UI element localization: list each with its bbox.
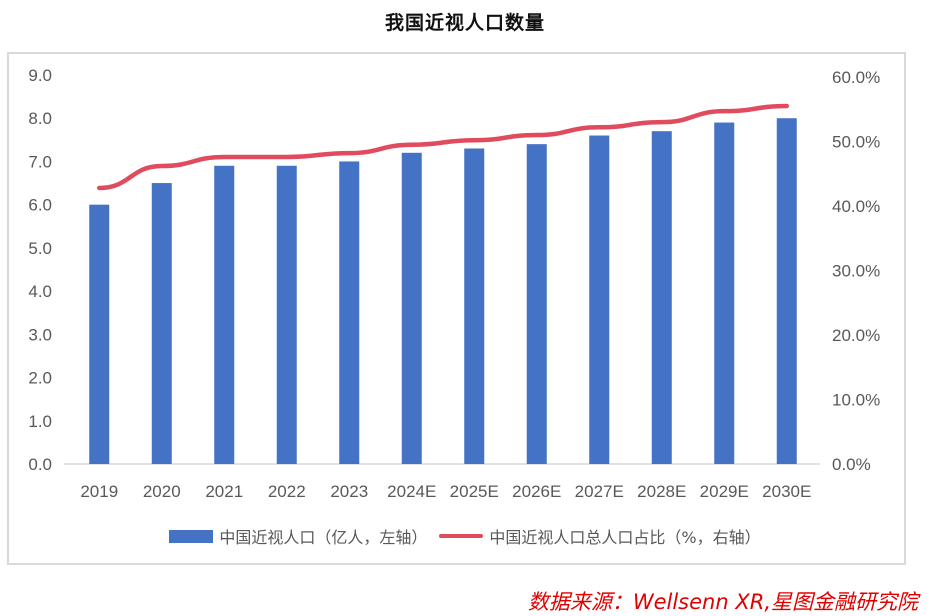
x-axis-tick-label: 2022 [268,482,306,501]
left-axis-tick-label: 4.0 [28,282,52,301]
left-axis-tick-label: 5.0 [28,239,52,258]
right-axis-tick-label: 40.0% [832,197,880,216]
bar [652,131,672,464]
x-axis-tick-label: 2029E [700,482,749,501]
legend-bar-label: 中国近视人口（亿人，左轴） [219,524,427,548]
bar [714,123,734,464]
left-axis-tick-label: 2.0 [28,369,52,388]
x-axis-tick-label: 2019 [80,482,118,501]
legend-item-line: 中国近视人口总人口占比（%，右轴） [427,524,760,548]
right-axis-tick-label: 10.0% [832,391,880,410]
left-axis-tick-label: 9.0 [28,66,52,85]
right-axis-tick-label: 50.0% [832,133,880,152]
x-axis-tick-label: 2025E [450,482,499,501]
left-axis-tick-label: 8.0 [28,109,52,128]
bar [527,144,547,464]
x-axis-tick-label: 2030E [762,482,811,501]
legend-item-bar: 中国近视人口（亿人，左轴） [169,524,427,548]
legend-line-swatch [439,534,483,538]
bar [339,161,359,464]
bar [277,166,297,464]
bar [152,183,172,464]
x-axis-tick-label: 2028E [637,482,686,501]
x-axis-tick-label: 2024E [387,482,436,501]
x-axis-tick-label: 2020 [143,482,181,501]
x-axis-tick-label: 2023 [330,482,368,501]
left-axis-tick-label: 3.0 [28,325,52,344]
x-axis-tick-label: 2021 [205,482,243,501]
bar [214,166,234,464]
bar [777,118,797,464]
bar [464,148,484,464]
x-axis-tick-label: 2027E [575,482,624,501]
left-axis-tick-label: 7.0 [28,152,52,171]
right-axis-tick-label: 60.0% [832,68,880,87]
legend-bar-swatch [169,530,213,543]
bar [89,205,109,464]
left-axis-tick-label: 0.0 [28,455,52,474]
bar [402,153,422,464]
right-axis-tick-label: 20.0% [832,326,880,345]
bar [589,136,609,464]
x-axis-tick-label: 2026E [512,482,561,501]
right-axis-tick-label: 30.0% [832,262,880,281]
legend-line-label: 中国近视人口总人口占比（%，右轴） [489,524,760,548]
left-axis-tick-label: 1.0 [28,412,52,431]
legend: 中国近视人口（亿人，左轴） 中国近视人口总人口占比（%，右轴） [0,524,930,548]
line-series [99,106,787,188]
left-axis-tick-label: 6.0 [28,196,52,215]
right-axis-tick-label: 0.0% [832,455,871,474]
